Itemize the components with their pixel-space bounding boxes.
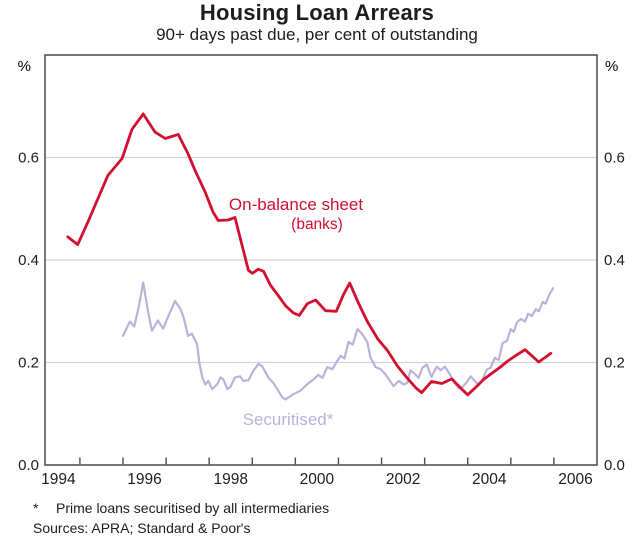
series-label-onbalance-sheet: On-balance sheet	[229, 195, 363, 214]
y-tick-label-left: 0.6	[18, 150, 39, 167]
y-unit-left: %	[18, 58, 31, 75]
series-line-securitised	[121, 281, 555, 401]
y-tick-label-right: 0.4	[604, 252, 625, 269]
y-unit-right: %	[605, 58, 618, 75]
axis-labels-group: 0.0 0.0 0.2 0.2 0.4 0.4 0.6 0.6 1994 1996 1998 2000…	[18, 150, 625, 489]
x-tick-label: 2000	[300, 471, 335, 488]
y-tick-label-left: 0.4	[18, 252, 39, 269]
sources-line: Sources: APRA; Standard & Poor's	[33, 520, 250, 536]
x-tick-label: 1998	[213, 471, 247, 488]
y-tick-label-left: 0.0	[18, 457, 39, 474]
footnote-marker: *	[33, 500, 39, 516]
plot-frame-group	[44, 54, 598, 466]
sources-text: Sources: APRA; Standard & Poor's	[33, 520, 251, 536]
chart-title: Housing Loan Arrears	[199, 0, 435, 25]
y-tick-label-right: 0.0	[604, 457, 625, 474]
y-tick-label-left: 0.2	[18, 355, 39, 372]
arrears-line-chart: 0.0 0.0 0.2 0.2 0.4 0.4 0.6 0.6 1994 1996 1998 2000…	[18, 54, 625, 489]
x-tick-label: 2004	[472, 471, 507, 488]
series-line-onbalance-sheet	[66, 112, 553, 397]
series-group	[66, 112, 555, 401]
footnote-text: Prime loans securitised by all intermedi…	[56, 500, 330, 516]
plot-frame	[44, 54, 598, 466]
x-tick-label: 1996	[127, 471, 161, 488]
series-label-securitised: Securitised*	[243, 410, 334, 429]
x-tick-label: 1994	[41, 471, 76, 488]
series-label-banks: (banks)	[291, 216, 343, 233]
y-tick-label-right: 0.2	[604, 355, 625, 372]
x-tick-label: 2006	[558, 471, 592, 488]
footnote: * Prime loans securitised by all intermed…	[33, 500, 329, 516]
x-tick-label: 2002	[386, 471, 420, 488]
chart-subtitle: 90+ days past due, per cent of outstandi…	[156, 25, 478, 44]
x-ticks-group	[79, 457, 555, 465]
y-tick-label-right: 0.6	[604, 150, 625, 167]
